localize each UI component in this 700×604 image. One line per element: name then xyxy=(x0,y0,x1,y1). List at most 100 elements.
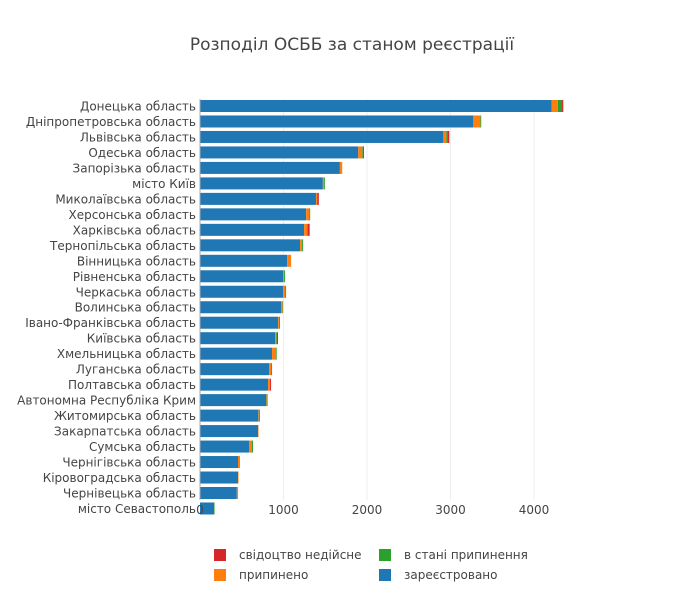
legend-swatch xyxy=(379,569,391,581)
bar-segment xyxy=(200,502,215,515)
bar-segment xyxy=(300,239,303,252)
bar-segment xyxy=(446,130,448,143)
bars xyxy=(200,100,564,515)
bar-segment xyxy=(200,347,273,360)
bar-segment xyxy=(200,161,340,174)
bar-segment xyxy=(238,471,239,484)
bar-segment xyxy=(316,192,318,205)
legend-label: свідоцтво недійсне xyxy=(239,548,362,562)
bar-segment xyxy=(200,192,317,205)
y-tick-label: Полтавська область xyxy=(68,378,196,392)
bar-segment xyxy=(284,270,286,283)
bar-segment xyxy=(269,363,272,376)
y-tick-label: Хмельницька область xyxy=(57,347,196,361)
bar-segment xyxy=(266,394,268,407)
y-tick-label: Одеська область xyxy=(88,146,196,160)
y-tick-label: Рівненська область xyxy=(73,270,196,284)
x-tick-label: 3000 xyxy=(435,503,466,517)
bar-segment xyxy=(200,425,259,438)
bar-segment xyxy=(258,409,260,422)
y-tick-label: Донецька область xyxy=(80,100,196,114)
legend-label: припинено xyxy=(239,568,308,582)
bar-segment xyxy=(443,130,447,143)
bar-segment xyxy=(283,285,286,298)
bar-segment xyxy=(306,208,310,221)
bar-segment xyxy=(317,192,319,205)
y-tick-label: Волинська область xyxy=(75,301,196,315)
bar-segment xyxy=(200,487,237,499)
bar-segment xyxy=(238,456,241,469)
bar-segment xyxy=(252,440,254,453)
bar-segment xyxy=(275,332,277,345)
bar-segment xyxy=(200,316,279,329)
y-tick-label: Київська область xyxy=(87,332,196,346)
bar-segment xyxy=(200,363,270,376)
y-tick-label: Закарпатська область xyxy=(54,425,196,439)
y-tick-label: місто Севастополь xyxy=(78,502,196,516)
bar-segment xyxy=(281,301,283,314)
bar-segment xyxy=(307,223,308,236)
y-tick-label: Чернігівська область xyxy=(62,456,196,470)
gridlines xyxy=(283,99,535,500)
y-tick-label: Тернопільська область xyxy=(49,239,196,253)
y-tick-label: Дніпропетровська область xyxy=(26,115,196,129)
legend-swatch xyxy=(214,549,226,561)
bar-segment xyxy=(302,239,304,252)
bar-segment xyxy=(200,456,238,469)
bar-segment xyxy=(200,115,474,128)
bar-segment xyxy=(200,254,288,267)
bar-segment xyxy=(200,301,282,314)
bar-segment xyxy=(557,100,563,112)
y-tick-label: Чернівецька область xyxy=(63,487,196,501)
bar-segment xyxy=(473,115,481,128)
bar-segment xyxy=(258,425,259,438)
bar-segment xyxy=(200,146,359,159)
bar-segment xyxy=(278,316,280,329)
bar-segment xyxy=(249,440,253,453)
bar-segment xyxy=(268,378,271,391)
legend-label: зареєстровано xyxy=(404,568,497,582)
bar-segment xyxy=(214,502,215,515)
bar-segment xyxy=(285,285,287,298)
x-tick-label: 2000 xyxy=(352,503,383,517)
bar-segment xyxy=(200,394,267,407)
bar-segment xyxy=(200,285,284,298)
bar-segment xyxy=(200,130,444,143)
y-tick-label: Луганська область xyxy=(76,363,196,377)
bar-segment xyxy=(551,100,558,112)
y-tick-label: Сумська область xyxy=(89,440,196,454)
bar-segment xyxy=(362,146,364,159)
y-tick-label: Запорізька область xyxy=(73,161,196,175)
bar-segment xyxy=(309,208,311,221)
legend-swatch xyxy=(214,569,226,581)
bar-segment xyxy=(200,440,250,453)
x-axis-ticks: 0 1000 2000 3000 4000 xyxy=(196,503,549,517)
bar-segment xyxy=(283,270,285,283)
y-tick-label: Херсонська область xyxy=(68,208,196,222)
bar-segment xyxy=(270,378,272,391)
bar-segment xyxy=(200,100,552,112)
bar-segment xyxy=(276,332,278,345)
x-tick-label: 1000 xyxy=(268,503,299,517)
y-tick-label: Кіровоградська область xyxy=(43,471,196,485)
y-tick-label: Миколаївська область xyxy=(55,192,196,206)
bar-segment xyxy=(278,316,279,329)
bar-segment xyxy=(287,254,292,267)
bar-segment xyxy=(276,347,277,360)
y-tick-label: Івано-Франківська область xyxy=(25,316,196,330)
y-tick-label: Харківська область xyxy=(73,223,196,237)
bar-segment xyxy=(200,223,305,236)
chart-title: Розподіл ОСББ за станом реєстрації xyxy=(190,35,515,55)
bar-segment xyxy=(447,130,450,143)
bar-segment xyxy=(318,192,319,205)
bar-segment xyxy=(200,270,284,283)
bar-segment xyxy=(304,223,308,236)
bar-segment xyxy=(236,487,239,499)
legend-swatch xyxy=(379,549,391,561)
bar-segment xyxy=(323,177,325,190)
bar-segment xyxy=(200,208,307,221)
y-tick-label: місто Київ xyxy=(132,177,196,191)
y-tick-label: Вінницька область xyxy=(77,254,196,268)
